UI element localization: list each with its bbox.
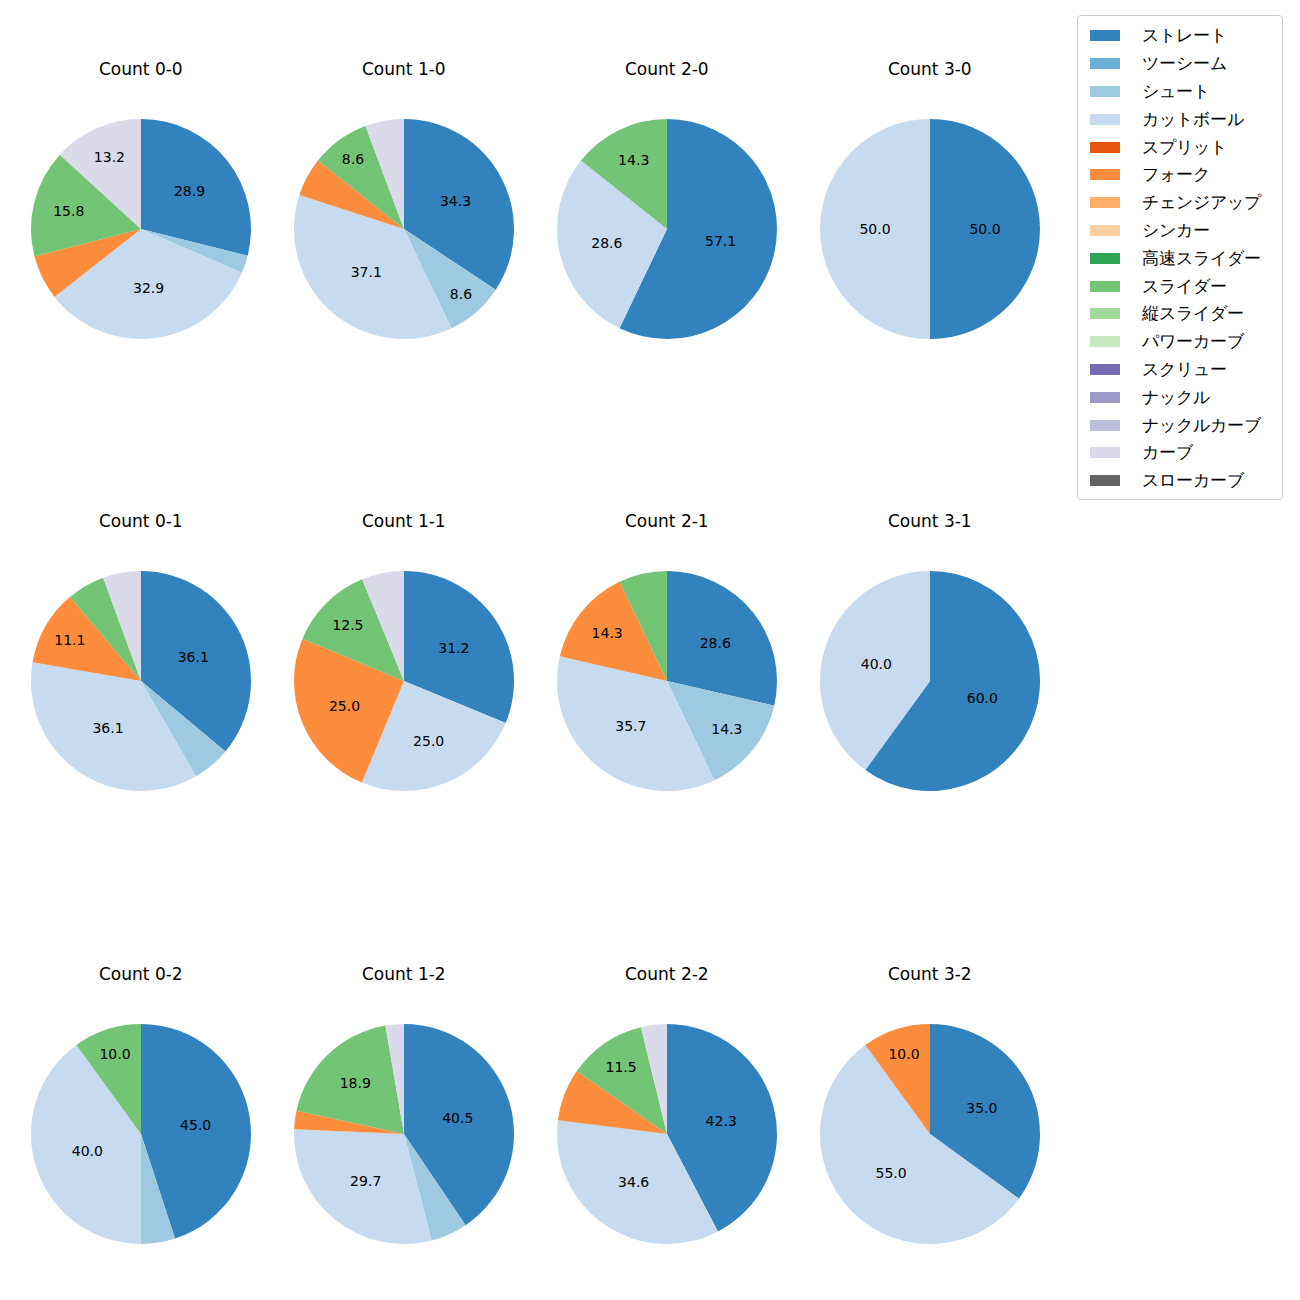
svg-text:12.5: 12.5 <box>332 617 363 633</box>
svg-text:Count 2-0: Count 2-0 <box>625 59 709 79</box>
svg-text:50.0: 50.0 <box>969 221 1000 237</box>
svg-text:Count 1-2: Count 1-2 <box>362 964 446 984</box>
svg-text:18.9: 18.9 <box>340 1075 371 1091</box>
svg-text:Count 2-2: Count 2-2 <box>625 964 709 984</box>
svg-text:10.0: 10.0 <box>99 1046 130 1062</box>
html-text:スライダー: スライダー <box>1142 275 1227 296</box>
svg-text:35.7: 35.7 <box>615 718 646 734</box>
svg-text:Count 2-1: Count 2-1 <box>625 511 709 531</box>
html-text:スローカーブ: スローカーブ <box>1142 470 1244 491</box>
svg-text:Count 3-1: Count 3-1 <box>888 511 972 531</box>
svg-text:8.6: 8.6 <box>342 151 364 167</box>
svg-text:25.0: 25.0 <box>329 698 360 714</box>
svg-text:42.3: 42.3 <box>706 1113 737 1129</box>
html-text:シンカー: シンカー <box>1142 220 1210 240</box>
svg-text:Count 3-0: Count 3-0 <box>888 59 972 79</box>
svg-text:36.1: 36.1 <box>178 649 209 665</box>
svg-text:40.0: 40.0 <box>861 656 892 672</box>
svg-text:Count 0-2: Count 0-2 <box>99 964 183 984</box>
svg-text:11.1: 11.1 <box>54 632 85 648</box>
svg-text:28.6: 28.6 <box>700 635 731 651</box>
svg-text:Count 3-2: Count 3-2 <box>888 964 972 984</box>
svg-text:10.0: 10.0 <box>888 1046 919 1062</box>
svg-text:14.3: 14.3 <box>711 721 742 737</box>
svg-text:Count 1-0: Count 1-0 <box>362 59 446 79</box>
svg-text:40.0: 40.0 <box>72 1143 103 1159</box>
svg-text:45.0: 45.0 <box>180 1117 211 1133</box>
html-text:縦スライダー: 縦スライダー <box>1142 303 1244 324</box>
svg-text:11.5: 11.5 <box>605 1059 636 1075</box>
svg-text:15.8: 15.8 <box>53 203 84 219</box>
svg-text:37.1: 37.1 <box>351 264 382 280</box>
svg-text:55.0: 55.0 <box>876 1165 907 1181</box>
svg-text:Count 0-0: Count 0-0 <box>99 59 183 79</box>
svg-text:28.6: 28.6 <box>591 235 622 251</box>
svg-text:34.6: 34.6 <box>618 1174 649 1190</box>
html-text:スプリット: スプリット <box>1142 136 1227 157</box>
html-text:高速スライダー: 高速スライダー <box>1142 247 1261 268</box>
svg-text:14.3: 14.3 <box>618 152 649 168</box>
svg-text:60.0: 60.0 <box>967 690 998 706</box>
svg-text:Count 1-1: Count 1-1 <box>362 511 446 531</box>
html-text:フォーク: フォーク <box>1142 164 1210 185</box>
svg-text:28.9: 28.9 <box>174 183 205 199</box>
svg-text:36.1: 36.1 <box>92 720 123 736</box>
svg-text:8.6: 8.6 <box>450 286 472 302</box>
html-text:チェンジアップ: チェンジアップ <box>1142 192 1261 213</box>
html-text:ストレート: ストレート <box>1142 25 1227 46</box>
svg-text:32.9: 32.9 <box>133 280 164 296</box>
html-text:カットボール: カットボール <box>1142 108 1244 129</box>
svg-text:14.3: 14.3 <box>592 625 623 641</box>
html-text:ツーシーム: ツーシーム <box>1142 53 1227 74</box>
svg-text:34.3: 34.3 <box>440 193 471 209</box>
html-text:スクリュー: スクリュー <box>1142 359 1227 379</box>
svg-text:35.0: 35.0 <box>966 1100 997 1116</box>
html-text:ナックルカーブ: ナックルカーブ <box>1142 414 1261 435</box>
svg-text:50.0: 50.0 <box>859 221 890 237</box>
svg-text:Count 0-1: Count 0-1 <box>99 511 183 531</box>
html-text:シュート: シュート <box>1142 81 1210 101</box>
svg-text:13.2: 13.2 <box>94 149 125 165</box>
svg-text:29.7: 29.7 <box>350 1173 381 1189</box>
svg-text:25.0: 25.0 <box>413 733 444 749</box>
html-text:ナックル: ナックル <box>1142 386 1210 407</box>
html-text:カーブ: カーブ <box>1142 442 1193 463</box>
html-text:パワーカーブ: パワーカーブ <box>1142 331 1244 352</box>
svg-text:57.1: 57.1 <box>705 233 736 249</box>
svg-text:40.5: 40.5 <box>442 1110 473 1126</box>
svg-text:31.2: 31.2 <box>438 640 469 656</box>
